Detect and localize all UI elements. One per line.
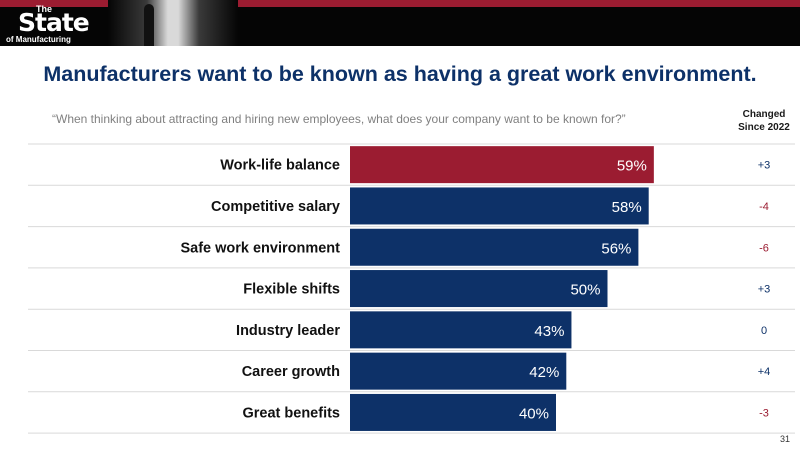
value-label: 50% — [570, 282, 600, 299]
logo-line-the: The — [36, 4, 53, 14]
logo: The State of Manufacturing — [6, 4, 102, 44]
change-value: +4 — [758, 366, 771, 378]
category-label: Work-life balance — [220, 158, 340, 174]
changed-since-header: Changed Since 2022 — [733, 108, 795, 134]
header-photo-figure — [144, 4, 154, 46]
header-photo — [108, 0, 238, 46]
header-banner: The State of Manufacturing — [0, 0, 800, 46]
changed-header-line1: Changed — [742, 109, 786, 120]
change-value: -4 — [759, 201, 769, 213]
category-label: Great benefits — [243, 405, 341, 421]
header-accent-line — [0, 0, 800, 7]
page-number: 31 — [780, 434, 791, 444]
category-label: Industry leader — [236, 323, 340, 339]
page-title: Manufacturers want to be known as having… — [43, 62, 757, 86]
bar — [350, 393, 556, 431]
bar — [350, 352, 567, 390]
change-value: 0 — [761, 325, 767, 337]
bar — [350, 311, 572, 349]
category-label: Career growth — [242, 364, 340, 380]
logo-line-state: State — [18, 8, 90, 37]
value-label: 43% — [534, 323, 564, 340]
bar — [350, 270, 608, 308]
value-label: 40% — [519, 405, 549, 422]
change-value: +3 — [758, 284, 771, 296]
value-label: 42% — [529, 364, 559, 381]
change-value: -6 — [759, 242, 769, 254]
value-label: 59% — [617, 158, 647, 175]
changed-header-line2: Since 2022 — [738, 122, 790, 133]
change-value: +3 — [758, 160, 771, 172]
bar — [350, 228, 639, 266]
change-value: -3 — [759, 407, 769, 419]
bar — [350, 187, 649, 225]
category-label: Safe work environment — [180, 240, 340, 256]
category-label: Flexible shifts — [243, 282, 340, 298]
category-label: Competitive salary — [211, 199, 340, 215]
survey-question: “When thinking about attracting and hiri… — [52, 112, 626, 126]
logo-line-manufacturing: of Manufacturing — [6, 35, 71, 44]
bar — [350, 146, 654, 184]
value-label: 58% — [612, 199, 642, 216]
value-label: 56% — [601, 240, 631, 257]
